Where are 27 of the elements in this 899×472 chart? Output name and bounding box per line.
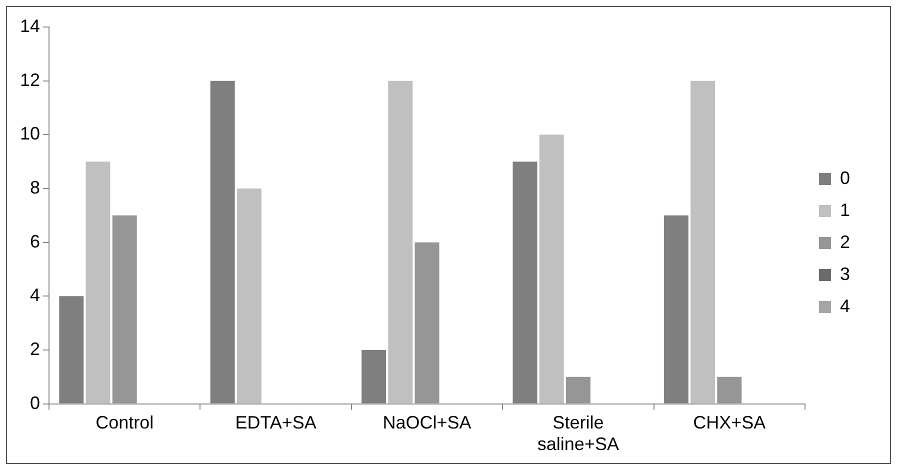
bar [717,376,742,404]
x-tick-label: Control [96,412,154,433]
y-tick-label: 4 [30,285,40,306]
y-tick-label: 2 [30,338,40,359]
x-tick-label: CHX+SA [693,412,766,433]
legend-label: 4 [840,296,850,316]
bar [112,215,137,404]
bar [414,242,440,404]
bar [690,80,716,404]
x-tick-label: EDTA+SA [235,412,316,433]
y-tick-label: 14 [20,16,40,36]
bar [388,80,413,404]
bar [566,376,590,404]
bar [236,188,262,404]
y-tick-label: 6 [30,231,40,252]
legend-label: 1 [840,200,850,220]
x-tick-label: NaOCl+SA [382,412,472,433]
bar [539,134,564,404]
y-tick-label: 8 [30,177,40,198]
y-tick-label: 10 [20,124,40,144]
y-tick-label: 0 [30,392,40,413]
y-tick-label: 12 [20,70,40,90]
legend-label: 2 [840,232,850,252]
legend-label: 0 [840,168,850,188]
legend-label: 3 [840,264,850,284]
bar [86,162,110,404]
x-tick-label: Sterile saline+SA [537,412,619,454]
